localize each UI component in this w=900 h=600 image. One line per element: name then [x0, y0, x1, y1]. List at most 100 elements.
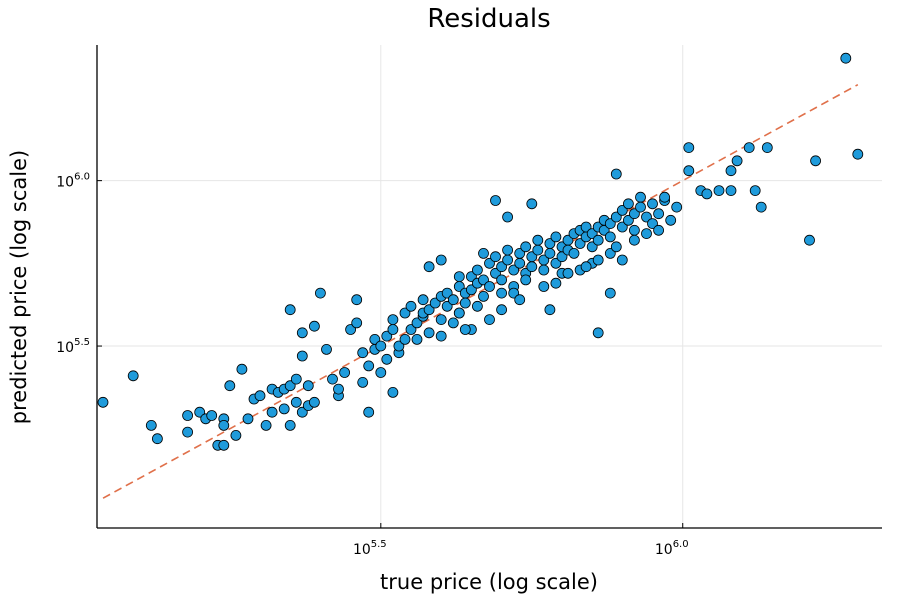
scatter-point: [725, 185, 737, 197]
scatter-point: [635, 191, 646, 203]
scatter-point: [459, 324, 471, 335]
scatter-point: [290, 396, 302, 408]
scatter-point: [471, 264, 483, 276]
scatter-point: [490, 267, 501, 279]
scatter-point: [230, 429, 242, 441]
scatter-point: [423, 327, 435, 339]
scatter-point: [502, 254, 514, 266]
scatter-point: [647, 218, 658, 230]
scatter-point: [641, 228, 652, 240]
scatter-point: [314, 287, 326, 299]
y-tick-label: 106.0: [56, 172, 90, 191]
scatter-point: [659, 191, 670, 203]
scatter-point: [236, 363, 248, 375]
data-points: [97, 52, 864, 451]
scatter-point: [218, 419, 230, 431]
scatter-point: [387, 386, 399, 398]
x-axis-label: true price (log scale): [380, 570, 598, 594]
scatter-point: [441, 287, 453, 299]
scatter-point: [387, 314, 399, 326]
scatter-point: [610, 168, 622, 180]
scatter-point: [393, 340, 405, 352]
scatter-point: [623, 198, 634, 210]
scatter-point: [580, 261, 592, 273]
scatter-point: [278, 403, 290, 415]
scatter-point: [363, 406, 375, 418]
scatter-point: [544, 247, 556, 259]
scatter-point: [447, 317, 459, 329]
scatter-point: [357, 376, 369, 388]
scatter-point: [852, 148, 864, 160]
scatter-point: [616, 221, 628, 233]
y-axis-label: predicted price (log scale): [7, 150, 31, 424]
scatter-point: [411, 333, 423, 345]
scatter-point: [665, 214, 677, 226]
scatter-point: [610, 241, 622, 253]
scatter-point: [296, 350, 308, 362]
scatter-point: [580, 221, 592, 233]
scatter-point: [550, 277, 562, 289]
scatter-point: [810, 155, 821, 167]
scatter-point: [616, 254, 628, 266]
scatter-point: [804, 234, 815, 246]
scatter-point: [508, 264, 520, 276]
scatter-point: [713, 185, 725, 197]
scatter-point: [629, 208, 640, 220]
scatter-point: [502, 211, 514, 223]
scatter-point: [538, 264, 550, 276]
scatter-point: [538, 281, 550, 292]
scatter-point: [743, 142, 755, 154]
scatter-point: [182, 426, 194, 438]
scatter-point: [351, 317, 363, 329]
scatter-point: [151, 433, 163, 445]
scatter-point: [363, 360, 375, 372]
scatter-point: [761, 142, 773, 154]
scatter-point: [514, 257, 526, 269]
scatter-point: [671, 201, 683, 213]
scatter-point: [502, 244, 514, 256]
scatter-point: [254, 390, 266, 402]
scatter-point: [242, 413, 254, 425]
scatter-point: [387, 324, 399, 335]
scatter-point: [592, 254, 604, 266]
scatter-point: [224, 380, 236, 392]
scatter-point: [647, 198, 658, 210]
scatter-point: [435, 314, 447, 326]
scatter-point: [562, 267, 574, 279]
scatter-point: [484, 281, 495, 292]
scatter-point: [496, 287, 508, 299]
scatter-point: [284, 380, 296, 392]
scatter-point: [339, 367, 351, 378]
scatter-point: [731, 155, 743, 167]
scatter-point: [351, 294, 363, 306]
scatter-point: [514, 294, 526, 306]
scatter-point: [206, 410, 218, 421]
scatter-point: [327, 373, 338, 385]
scatter-point: [260, 419, 272, 431]
scatter-point: [478, 247, 489, 259]
scatter-point: [496, 261, 508, 273]
scatter-point: [453, 271, 465, 283]
scatter-point: [321, 343, 332, 355]
scatter-point: [683, 142, 695, 154]
scatter-point: [333, 383, 344, 395]
scatter-point: [302, 380, 314, 392]
y-tick-label: 105.5: [56, 337, 90, 356]
scatter-point: [568, 247, 580, 259]
scatter-point: [411, 317, 423, 329]
x-tick-label: 105.5: [353, 539, 387, 558]
scatter-point: [629, 224, 640, 236]
scatter-point: [345, 324, 357, 335]
scatter-point: [635, 201, 646, 213]
scatter-point: [544, 304, 556, 316]
scatter-point: [308, 396, 320, 408]
axis-ticks: 105.5 106.0 105.5 106.0: [56, 172, 688, 558]
scatter-point: [290, 373, 302, 385]
scatter-point: [405, 300, 417, 312]
scatter-point: [532, 244, 544, 256]
scatter-point: [604, 231, 616, 243]
scatter-point: [604, 287, 616, 299]
scatter-point: [653, 208, 664, 220]
scatter-point: [127, 370, 139, 382]
scatter-point: [218, 439, 230, 451]
